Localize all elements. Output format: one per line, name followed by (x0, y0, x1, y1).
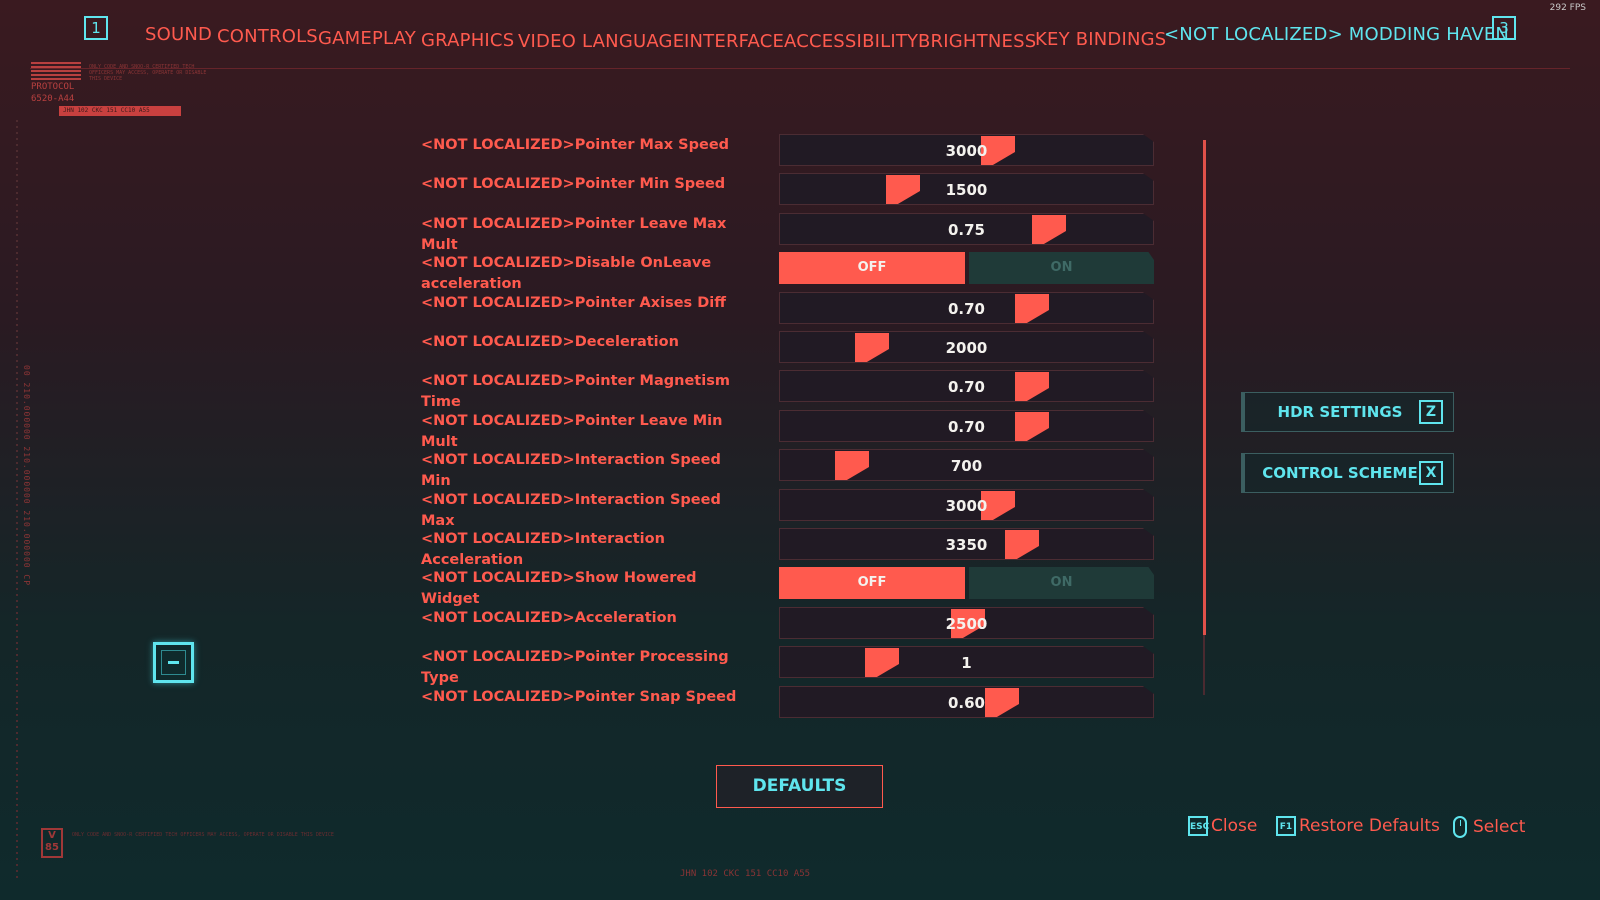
control-scheme-button[interactable]: CONTROL SCHEME X (1241, 453, 1454, 493)
setting-label: <NOT LOCALIZED>Acceleration (421, 610, 677, 626)
select-hint[interactable]: Select (1453, 816, 1525, 838)
setting-slider[interactable]: 3000 (779, 489, 1154, 521)
slider-value: 0.75 (947, 221, 985, 239)
tab-9[interactable]: KEY BINDINGS (1035, 29, 1167, 50)
setting-slider[interactable]: 2000 (779, 331, 1154, 363)
tab-3[interactable]: GRAPHICS (421, 30, 515, 51)
tab-10[interactable]: <NOT LOCALIZED> MODDING HAVEN (1164, 24, 1510, 45)
logo-protocol: PROTOCOL (31, 82, 75, 92)
nav-next-key[interactable]: 3 (1492, 16, 1516, 40)
setting-label: <NOT LOCALIZED>Show Howered Widget (421, 570, 697, 607)
slider-value: 0.70 (947, 378, 985, 396)
slider-value: 2500 (945, 615, 988, 633)
logo-code: 6520-A44 (31, 94, 75, 104)
left-dotted-line (16, 120, 18, 880)
fps-counter: 292 FPS (1549, 3, 1586, 13)
toggle-on-option[interactable]: ON (969, 252, 1154, 284)
scrollbar-thumb[interactable] (1203, 140, 1206, 635)
setting-label: <NOT LOCALIZED>Pointer Snap Speed (421, 689, 737, 705)
logo-stripes (31, 62, 81, 80)
esc-key-icon: ESC (1188, 816, 1209, 836)
setting-label: <NOT LOCALIZED>Interaction Speed Max (421, 492, 721, 529)
setting-label: <NOT LOCALIZED>Pointer Axises Diff (421, 295, 726, 311)
setting-label: <NOT LOCALIZED>Pointer Leave Max Mult (421, 216, 727, 253)
mouse-icon (1453, 816, 1467, 838)
hdr-settings-label: HDR SETTINGS (1277, 403, 1403, 421)
control-scheme-key: X (1419, 461, 1443, 485)
cursor-cube-icon (153, 642, 194, 683)
logo-fine-print: ONLY CODE AND SNOO-R CERTIFIED TECH OFFI… (89, 64, 207, 82)
setting-slider[interactable]: 0.60 (779, 686, 1154, 718)
tab-6[interactable]: INTERFACE (684, 31, 785, 52)
slider-value: 2000 (945, 339, 988, 357)
setting-slider[interactable]: 0.70 (779, 410, 1154, 442)
footer-fine-print: ONLY CODE AND SNOO-R CERTIFIED TECH OFFI… (72, 832, 334, 838)
f1-key-icon: F1 (1276, 816, 1296, 836)
version-badge: V 85 (41, 828, 63, 858)
setting-label: <NOT LOCALIZED>Disable OnLeave accelerat… (421, 255, 712, 292)
tab-2[interactable]: GAMEPLAY (318, 28, 416, 49)
bottom-code: JHN 102 CKC 151 CC10 A55 (680, 869, 811, 879)
setting-slider[interactable]: 1 (779, 646, 1154, 678)
setting-slider[interactable]: 700 (779, 449, 1154, 481)
setting-label: <NOT LOCALIZED>Interaction Speed Min (421, 452, 721, 489)
setting-label: <NOT LOCALIZED>Pointer Leave Min Mult (421, 413, 723, 450)
slider-value: 0.70 (947, 418, 985, 436)
tab-4[interactable]: VIDEO (518, 31, 577, 52)
setting-slider[interactable]: 1500 (779, 173, 1154, 205)
close-hint[interactable]: ESC Close (1188, 816, 1257, 836)
toggle-off-option[interactable]: OFF (779, 567, 965, 599)
tab-0[interactable]: SOUND (145, 24, 213, 45)
toggle-on-option[interactable]: ON (969, 567, 1154, 599)
slider-value: 0.70 (947, 300, 985, 318)
setting-slider[interactable]: 0.70 (779, 292, 1154, 324)
slider-value: 1 (961, 654, 972, 672)
setting-toggle[interactable]: OFF ON (779, 567, 1154, 599)
slider-value: 3000 (945, 497, 988, 515)
cube-inner (161, 650, 186, 675)
defaults-button[interactable]: DEFAULTS (716, 765, 883, 808)
setting-toggle[interactable]: OFF ON (779, 252, 1154, 284)
close-hint-label: Close (1211, 816, 1258, 836)
select-hint-label: Select (1473, 817, 1526, 837)
slider-value: 1500 (945, 181, 988, 199)
protocol-logo: PROTOCOL 6520-A44 ONLY CODE AND SNOO-R C… (31, 62, 206, 116)
restore-defaults-label: Restore Defaults (1299, 816, 1440, 836)
setting-slider[interactable]: 0.75 (779, 213, 1154, 245)
tab-8[interactable]: BRIGHTNESS (918, 31, 1037, 52)
setting-label: <NOT LOCALIZED>Pointer Magnetism Time (421, 373, 730, 410)
logo-bar: JHN 102 CKC 151 CC10 A55 (59, 106, 181, 116)
setting-slider[interactable]: 3000 (779, 134, 1154, 166)
slider-value: 0.60 (947, 694, 985, 712)
setting-label: <NOT LOCALIZED>Pointer Min Speed (421, 176, 726, 192)
nav-divider (30, 68, 1570, 69)
setting-slider[interactable]: 0.70 (779, 370, 1154, 402)
setting-slider[interactable]: 3350 (779, 528, 1154, 560)
cube-dash (168, 661, 179, 664)
setting-label: <NOT LOCALIZED>Pointer Processing Type (421, 649, 729, 686)
slider-value: 3000 (945, 142, 988, 160)
nav-prev-key[interactable]: 1 (84, 16, 108, 40)
tab-5[interactable]: LANGUAGE (582, 31, 685, 52)
restore-defaults-hint[interactable]: F1 Restore Defaults (1276, 816, 1440, 836)
hdr-settings-button[interactable]: HDR SETTINGS Z (1241, 392, 1454, 432)
setting-slider[interactable]: 2500 (779, 607, 1154, 639)
tab-1[interactable]: CONTROLS (217, 26, 318, 47)
control-scheme-label: CONTROL SCHEME (1262, 464, 1418, 482)
setting-label: <NOT LOCALIZED>Interaction Acceleration (421, 531, 665, 568)
tab-7[interactable]: ACCESSIBILITY (784, 31, 919, 52)
slider-value: 700 (950, 457, 983, 475)
scrollbar-track[interactable] (1203, 635, 1205, 695)
slider-value: 3350 (945, 536, 988, 554)
toggle-off-option[interactable]: OFF (779, 252, 965, 284)
setting-label: <NOT LOCALIZED>Deceleration (421, 334, 679, 350)
setting-label: <NOT LOCALIZED>Pointer Max Speed (421, 137, 730, 153)
side-vertical-text: 00 210.000000 210.000000 210.000000 CP (22, 365, 31, 587)
top-nav: 1 SOUND CONTROLS GAMEPLAY GRAPHICS VIDEO LANG… (84, 14, 1516, 58)
hdr-settings-key: Z (1419, 400, 1443, 424)
